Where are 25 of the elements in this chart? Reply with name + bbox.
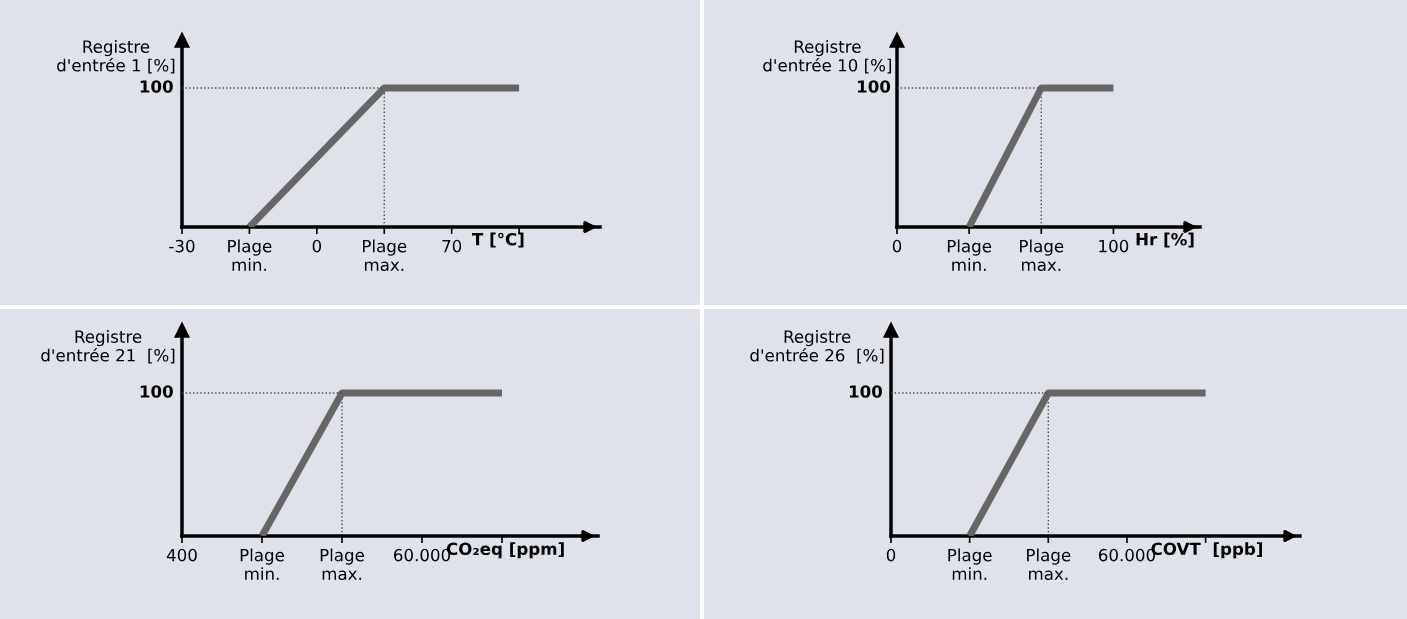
x-tick-label: Plage max. [1020, 239, 1064, 272]
ref-line-label: 100 [140, 80, 173, 93]
x-tick-label: Plage min. [240, 548, 284, 580]
x-axis-title: T [°C] [471, 232, 524, 248]
ref-line-label: 100 [858, 80, 891, 93]
x-tick-label: Plage min. [947, 239, 992, 271]
y-axis-title: Registre d'entrée 10 [%] [763, 40, 892, 74]
ref-line-label: 100 [849, 385, 883, 398]
x-tick-label: Plage max. [363, 239, 407, 272]
y-axis-title: Registre d'entrée 1 [%] [57, 40, 175, 74]
x-tick-label: Plage max. [320, 548, 364, 581]
x-tick-label: -30 [169, 239, 195, 253]
x-tick-label: 100 [1099, 239, 1129, 253]
x-axis-title: Hr [%] [1136, 232, 1194, 248]
x-tick-label: 0 [892, 239, 902, 253]
x-tick-label: 70 [442, 239, 462, 253]
x-tick-label: 0 [886, 548, 896, 562]
ref-line-label: 100 [140, 385, 173, 398]
x-tick-label: Plage max. [1027, 548, 1071, 581]
x-tick-label: 0 [312, 239, 322, 253]
y-axis-title: Registre d'entrée 21 [%] [41, 330, 175, 364]
x-tick-label: Plage min. [228, 239, 272, 271]
x-tick-label: 400 [166, 548, 197, 562]
x-tick-label: Plage min. [948, 548, 992, 580]
y-axis-title: Registre d'entrée 26 [%] [750, 330, 884, 364]
